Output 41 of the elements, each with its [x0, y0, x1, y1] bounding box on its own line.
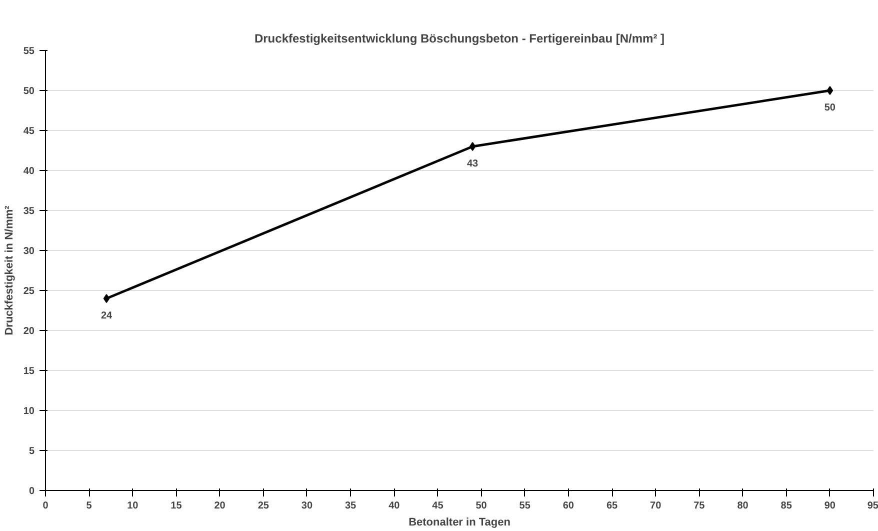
point	[826, 86, 834, 95]
x-axis-title: Betonalter in Tagen	[408, 516, 511, 528]
chart-title: Druckfestigkeitsentwicklung Böschungsbeton - Fertigereinbau [N/mm² ]	[254, 32, 665, 46]
y-tick-label: 25	[23, 286, 35, 297]
data-label: 24	[100, 310, 113, 322]
x-tick-label: 75	[694, 500, 706, 512]
y-tick-label: 30	[23, 246, 35, 257]
y-tick-label: 50	[23, 86, 35, 97]
x-tick-label: 50	[476, 500, 488, 512]
x-tick-label: 30	[301, 500, 313, 512]
x-tick-label: 15	[170, 500, 182, 512]
x-tick-label: 80	[737, 500, 749, 512]
x-tick-label: 20	[214, 500, 226, 512]
x-tick-label: 0	[42, 500, 49, 512]
x-tick-label: 25	[258, 500, 270, 512]
point	[103, 294, 110, 303]
x-tick-label: 40	[388, 500, 400, 512]
data-label: 43	[467, 158, 479, 170]
y-tick-label: 45	[23, 126, 35, 137]
x-tick-label: 95	[867, 500, 878, 512]
y-axis-title: Druckfestigkeit in N/mm²	[3, 205, 16, 336]
x-tick-label: 65	[606, 500, 618, 512]
point	[469, 142, 476, 151]
x-tick-label: 55	[519, 500, 531, 512]
y-tick-label: 40	[23, 166, 35, 177]
x-tick-label: 10	[127, 500, 139, 512]
x-tick-label: 85	[780, 500, 792, 512]
x-tick-label: 5	[86, 500, 92, 512]
x-tick-label: 60	[562, 500, 574, 512]
y-tick-label: 35	[23, 206, 35, 217]
y-tick-label: 15	[23, 366, 35, 377]
data-label: 50	[824, 102, 836, 114]
y-tick-label: 55	[23, 46, 35, 57]
x-tick-label: 35	[344, 500, 357, 512]
x-tick-label: 45	[432, 500, 444, 512]
y-tick-label: 20	[23, 326, 35, 337]
y-tick-label: 5	[28, 446, 35, 457]
y-tick-label: 0	[28, 486, 35, 497]
x-tick-label: 70	[650, 500, 662, 512]
y-tick-label: 10	[23, 406, 35, 417]
x-tick-label: 90	[824, 500, 836, 512]
